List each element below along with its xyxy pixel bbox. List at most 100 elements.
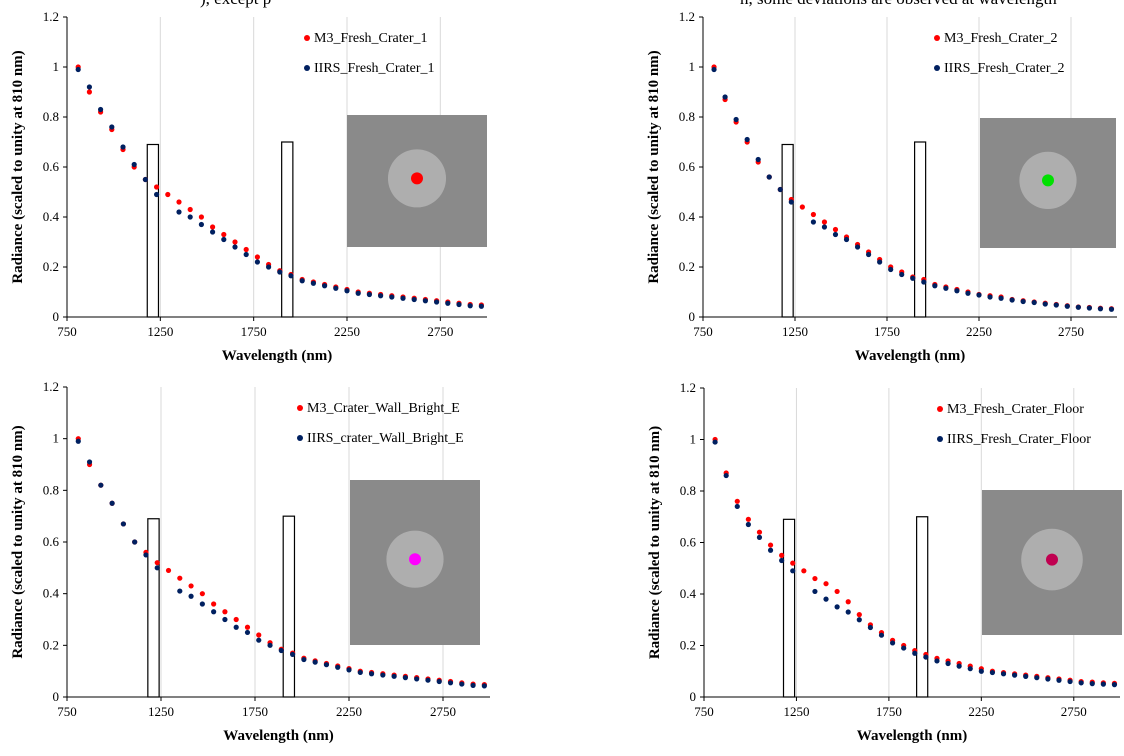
data-point — [154, 560, 160, 566]
data-point — [301, 656, 307, 663]
data-point — [198, 221, 204, 228]
data-point — [210, 224, 216, 230]
data-point — [945, 660, 951, 667]
y-tick-label: 0.2 — [43, 259, 59, 274]
x-tick-label: 2750 — [427, 324, 453, 339]
data-point — [355, 290, 361, 296]
data-point — [745, 521, 751, 528]
data-point — [856, 612, 862, 618]
data-point — [845, 609, 851, 615]
data-point — [154, 184, 160, 190]
data-point — [712, 439, 718, 445]
data-point — [232, 244, 238, 250]
y-tick-label: 1 — [53, 59, 60, 74]
x-tick-label: 1250 — [148, 704, 174, 719]
legend-label: IIRS_crater_Wall_Bright_E — [307, 431, 464, 446]
x-tick-label: 2750 — [430, 704, 456, 719]
legend-marker — [937, 406, 943, 412]
data-point — [447, 680, 454, 686]
data-point — [445, 300, 451, 306]
data-point — [932, 283, 938, 289]
x-tick-label: 2250 — [966, 324, 992, 339]
data-point — [233, 616, 239, 623]
data-point — [1075, 304, 1081, 310]
data-point — [380, 672, 386, 678]
x-tick-label: 2750 — [1058, 324, 1084, 339]
data-point — [821, 219, 828, 225]
data-point — [1000, 671, 1007, 677]
data-point — [312, 659, 318, 665]
data-point — [722, 94, 728, 100]
data-point — [1012, 672, 1018, 678]
legend-label: M3_Fresh_Crater_2 — [944, 31, 1058, 46]
data-point — [75, 66, 81, 73]
data-point — [414, 676, 420, 682]
data-point — [1108, 306, 1115, 312]
data-point — [943, 285, 949, 291]
data-point — [1034, 675, 1040, 681]
subplot: 750 1250 1750 2250 2750 0 0.2 0.4 0.6 0.8 1 1.2 Wave… — [10, 9, 487, 364]
data-point — [733, 116, 739, 123]
data-point — [756, 529, 763, 535]
data-point — [866, 251, 872, 258]
data-point — [199, 601, 205, 607]
data-point — [821, 224, 828, 230]
y-tick-label: 0.6 — [43, 534, 60, 549]
legend-marker — [934, 65, 940, 71]
x-tick-label: 1750 — [876, 704, 902, 719]
data-point — [254, 254, 260, 260]
data-point — [222, 609, 228, 615]
data-point — [335, 664, 341, 670]
data-point — [165, 567, 172, 574]
data-point — [109, 500, 115, 506]
y-tick-label: 0.6 — [43, 159, 60, 174]
data-point — [723, 472, 729, 479]
data-point — [422, 298, 428, 304]
data-point — [310, 280, 316, 286]
legend-marker — [304, 35, 310, 41]
data-point — [801, 568, 807, 574]
data-point — [411, 296, 417, 303]
data-point — [425, 677, 431, 683]
data-point — [877, 259, 883, 265]
y-tick-label: 1.2 — [680, 380, 696, 395]
data-point — [843, 236, 850, 243]
x-tick-label: 1750 — [242, 704, 268, 719]
data-point — [120, 144, 126, 150]
data-point — [278, 647, 284, 654]
y-tick-label: 0.2 — [680, 638, 696, 653]
data-point — [1023, 673, 1029, 680]
x-tick-label: 1250 — [783, 704, 809, 719]
data-point — [790, 560, 796, 566]
data-point — [221, 231, 227, 238]
y-tick-label: 0 — [53, 689, 60, 704]
data-point — [1042, 301, 1048, 307]
x-tick-label: 1250 — [147, 324, 173, 339]
data-point — [1078, 680, 1084, 686]
inset-feature — [411, 172, 423, 185]
data-point — [400, 295, 406, 301]
inset-feature — [1042, 174, 1054, 187]
subplot: 750 1250 1750 2250 2750 0 0.2 0.4 0.6 0.8 1 1.2 Wave… — [647, 380, 1122, 744]
band-box — [147, 518, 160, 698]
data-point — [436, 678, 442, 685]
y-axis-label: Radiance (scaled to unity at 810 nm) — [646, 50, 662, 283]
legend-marker — [297, 405, 303, 411]
data-point — [210, 229, 216, 235]
data-point — [921, 279, 927, 285]
data-point — [188, 583, 194, 589]
data-point — [1086, 305, 1092, 311]
data-point — [256, 637, 262, 643]
data-point — [978, 668, 984, 674]
data-point — [967, 666, 973, 672]
data-point — [75, 438, 81, 444]
legend-label: M3_Fresh_Crater_Floor — [947, 402, 1084, 417]
data-point — [299, 278, 305, 284]
data-point — [834, 588, 840, 595]
band-box — [782, 518, 796, 698]
data-point — [233, 624, 239, 630]
data-point — [976, 292, 982, 298]
data-point — [277, 269, 283, 275]
inset-feature — [409, 553, 421, 566]
data-point — [177, 575, 183, 581]
